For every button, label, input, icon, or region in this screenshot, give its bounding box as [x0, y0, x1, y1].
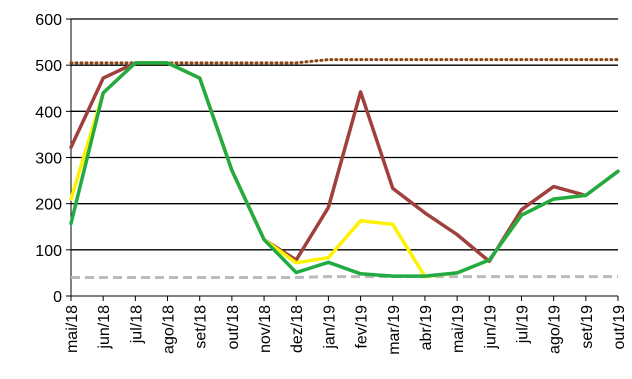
- y-tick-label: 600: [35, 12, 62, 29]
- x-tick-label: nov/18: [257, 305, 274, 353]
- x-tick-label: jun/19: [482, 305, 499, 350]
- y-tick-label: 500: [35, 58, 62, 75]
- x-tick-label: jul/19: [514, 305, 531, 344]
- x-tick-label: mai/18: [64, 305, 81, 353]
- gridlines: [71, 18, 618, 251]
- x-tick-label: jun/18: [96, 305, 113, 350]
- y-tick-label: 0: [53, 289, 62, 306]
- series-line-4: [69, 61, 620, 279]
- x-tick-label: set/18: [193, 305, 210, 349]
- series-line-3: [69, 61, 620, 264]
- x-tick-label: abr/19: [418, 305, 435, 350]
- x-tick-label: set/19: [579, 305, 596, 349]
- y-tick-label: 100: [35, 243, 62, 260]
- x-tick-label: mar/19: [386, 305, 403, 355]
- x-tick-label: ago/19: [547, 305, 564, 354]
- y-tick-label: 300: [35, 151, 62, 168]
- y-tick-label: 200: [35, 197, 62, 214]
- x-tick-label: out/19: [611, 305, 628, 350]
- x-tick-label: ago/18: [161, 305, 178, 354]
- series-lines: [69, 58, 620, 279]
- x-tick-label: dez/18: [289, 305, 306, 353]
- y-tick-label: 400: [35, 104, 62, 121]
- x-tick-label: mai/19: [450, 305, 467, 353]
- x-tick-label: jul/18: [128, 305, 145, 344]
- axes: [66, 18, 619, 301]
- series-line-5: [69, 61, 620, 278]
- x-tick-label: jan/19: [321, 305, 338, 350]
- series-line-2: [71, 275, 618, 279]
- x-tick-label: out/18: [225, 305, 242, 350]
- tick-labels: 0 100 200 300 400 500 600 mai/18 jun/18 jul/18 ago…: [35, 12, 628, 355]
- x-tick-label: fev/19: [354, 305, 371, 349]
